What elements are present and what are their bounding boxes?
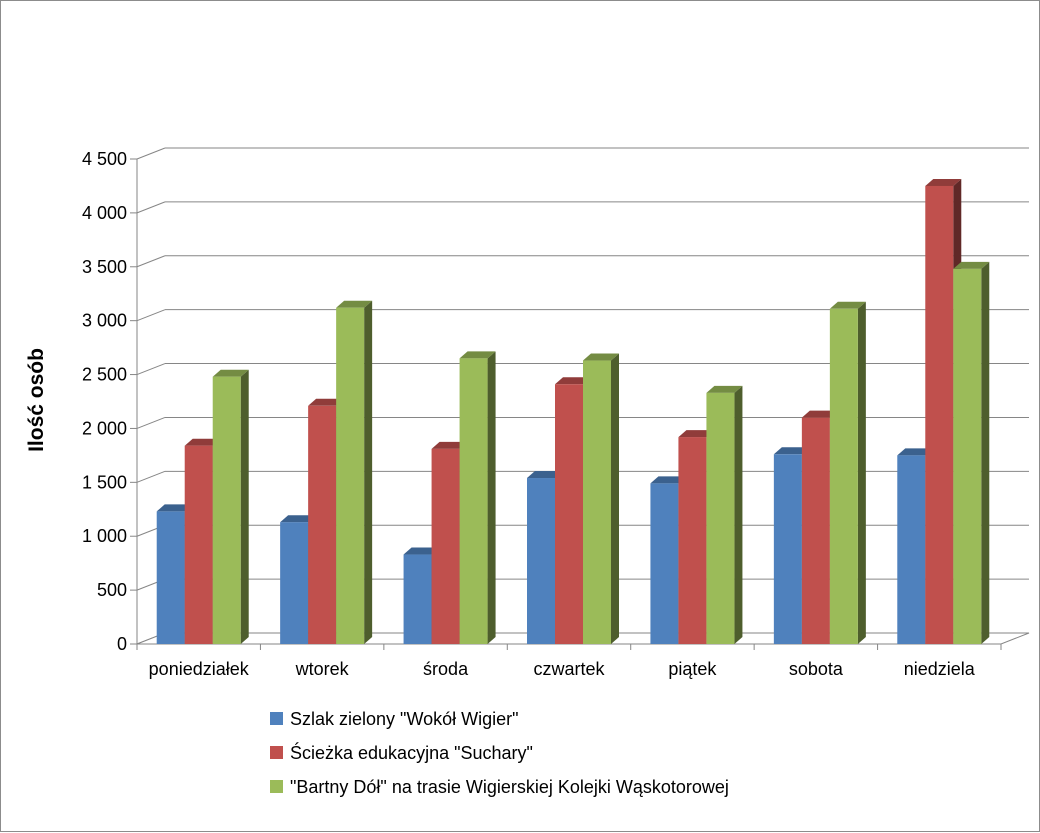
legend-label: "Bartny Dół" na trasie Wigierskiej Kolej… (290, 777, 729, 797)
gridline-depth (136, 309, 166, 322)
bar-top (336, 300, 373, 308)
bar-top (801, 410, 838, 418)
x-tick-label: niedziela (904, 659, 976, 679)
bar-top (678, 430, 715, 438)
bar-front (773, 454, 802, 644)
y-tick-label: 500 (97, 580, 127, 600)
y-tick-label: 3 000 (82, 311, 127, 331)
legend-label: Ścieżka edukacyjna "Suchary" (290, 742, 533, 763)
bar-top (706, 385, 743, 393)
bar-top (897, 448, 934, 456)
gridline-depth (136, 470, 166, 483)
bar-front (527, 478, 555, 644)
bar-side (364, 300, 373, 644)
bar-top (829, 301, 866, 309)
bar-front (555, 384, 583, 644)
bar-side (240, 369, 249, 644)
gridline-depth (136, 147, 166, 160)
x-tick-label: czwartek (533, 659, 605, 679)
y-axis-title: Ilość osób (25, 348, 48, 452)
bar-top (925, 178, 962, 186)
bar-top (212, 369, 249, 377)
bar-front (706, 392, 735, 644)
bar-front (184, 445, 213, 644)
bar-front (801, 417, 830, 644)
bar (212, 369, 249, 644)
gridline-depth (136, 201, 166, 214)
y-tick-label: 0 (117, 634, 127, 654)
bar-top (280, 515, 317, 523)
legend-item: Ścieżka edukacyjna "Suchary" (270, 742, 533, 763)
bar-top (431, 441, 468, 449)
bar-front (925, 185, 954, 644)
bar-side (734, 385, 743, 644)
y-axis-ticks: 0 500 1 000 1 500 2 000 2 500 3 000 3 500 4 000 4… (82, 149, 127, 654)
bar (583, 353, 619, 644)
y-tick-label: 1 000 (82, 526, 127, 546)
bar-top (773, 447, 810, 455)
legend-swatch (270, 780, 283, 793)
y-tick-label: 2 000 (82, 418, 127, 438)
bar-top (527, 471, 563, 479)
legend-item: "Bartny Dół" na trasie Wigierskiej Kolej… (270, 777, 729, 797)
bar-top (308, 398, 345, 406)
bar-front (212, 376, 241, 644)
bar-front (459, 358, 488, 644)
bars (156, 178, 990, 644)
legend-swatch (270, 746, 283, 759)
gridline-depth (136, 255, 166, 268)
bar-front (650, 483, 679, 644)
bar (706, 385, 743, 644)
bar-front (897, 455, 926, 644)
bar-front (431, 448, 460, 644)
bar-top (555, 377, 591, 385)
y-tick-label: 3 500 (82, 257, 127, 277)
bar-front (308, 405, 337, 644)
bar-top (583, 353, 619, 361)
x-tick-label: środa (423, 659, 469, 679)
bar-top (953, 261, 990, 269)
gridline-depth (136, 363, 166, 376)
bar-front (829, 308, 858, 644)
legend: Szlak zielony "Wokół Wigier" Ścieżka eduk… (270, 709, 729, 797)
bar-top (156, 504, 193, 512)
bar-front (336, 307, 365, 644)
bar-front (280, 522, 309, 644)
bar-top (184, 438, 221, 446)
x-tick-label: wtorek (295, 659, 350, 679)
bar-front (403, 554, 432, 644)
y-tick-label: 4 500 (82, 149, 127, 169)
bar-top (403, 547, 440, 555)
bar-side (487, 351, 496, 644)
gridline-depth (136, 416, 166, 429)
bar-top (459, 351, 496, 359)
y-tick-label: 1 500 (82, 472, 127, 492)
x-tick-label: sobota (789, 659, 844, 679)
bar-front (156, 511, 185, 644)
bar (336, 300, 373, 644)
legend-item: Szlak zielony "Wokół Wigier" (270, 709, 519, 729)
bar-front (583, 360, 611, 644)
bar (953, 261, 990, 644)
y-tick-label: 4 000 (82, 203, 127, 223)
bar-top (650, 476, 687, 484)
y-tick-label: 2 500 (82, 365, 127, 385)
bar-side (857, 301, 866, 644)
legend-label: Szlak zielony "Wokół Wigier" (290, 709, 519, 729)
bar-front (953, 268, 982, 644)
x-tick-label: piątek (668, 659, 717, 679)
bar (829, 301, 866, 644)
bar-side (981, 261, 990, 644)
bar-front (678, 437, 707, 644)
legend-swatch (270, 712, 283, 725)
x-tick-label: poniedziałek (149, 659, 250, 679)
bar-side (611, 353, 619, 644)
bar (459, 351, 496, 644)
x-axis-ticks: poniedziałek wtorek środa czwartek piątek sob… (136, 644, 1002, 679)
